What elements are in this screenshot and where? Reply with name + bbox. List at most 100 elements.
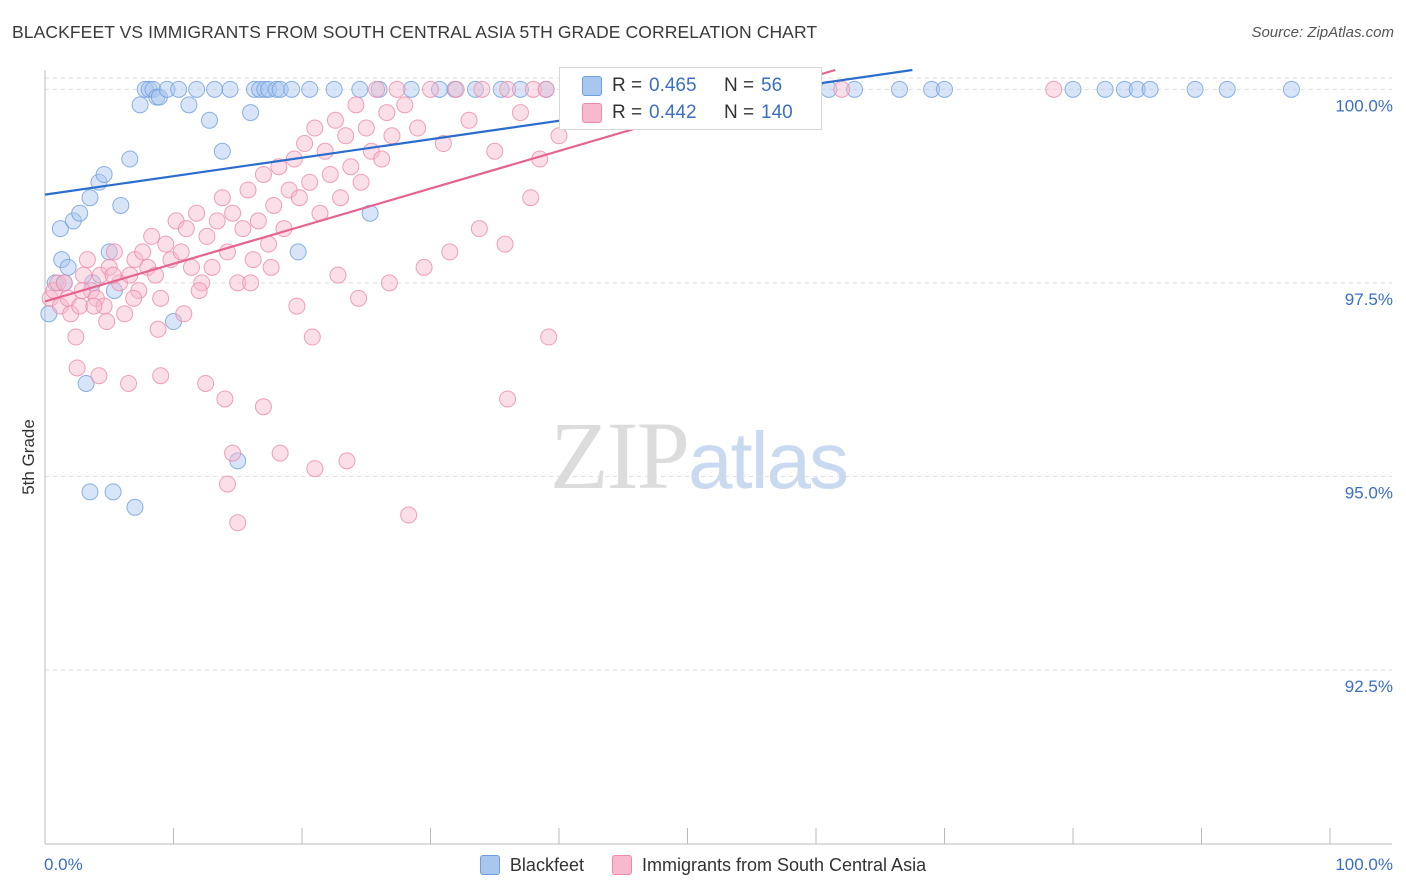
blackfeet-point bbox=[170, 80, 188, 98]
immigrants-point bbox=[98, 313, 116, 331]
blackfeet-point bbox=[242, 104, 260, 122]
immigrants-point bbox=[415, 258, 433, 276]
blackfeet-point bbox=[267, 80, 285, 98]
blackfeet-point bbox=[325, 80, 343, 98]
n-value: 140 bbox=[761, 102, 793, 123]
immigrants-point bbox=[329, 266, 347, 284]
immigrants-point bbox=[203, 258, 221, 276]
immigrants-point bbox=[116, 305, 134, 323]
immigrants-point bbox=[120, 374, 138, 392]
blackfeet-point bbox=[131, 96, 149, 114]
immigrants-point bbox=[134, 243, 152, 261]
immigrants-point bbox=[296, 135, 314, 153]
blackfeet-point bbox=[213, 142, 231, 160]
immigrants-point bbox=[270, 158, 288, 176]
immigrants-point bbox=[152, 289, 170, 307]
immigrants-point bbox=[1045, 80, 1063, 98]
immigrants-point bbox=[373, 150, 391, 168]
blackfeet-point bbox=[206, 80, 224, 98]
blackfeet-point bbox=[936, 80, 953, 98]
immigrants-point bbox=[224, 204, 242, 222]
r-label: R = bbox=[612, 75, 643, 96]
immigrants-point bbox=[125, 289, 143, 307]
immigrants-point bbox=[388, 80, 406, 98]
legend-item-blackfeet[interactable]: Blackfeet bbox=[479, 855, 584, 876]
blackfeet-point bbox=[846, 80, 864, 98]
immigrants-point bbox=[332, 189, 350, 207]
blackfeet-point bbox=[1128, 80, 1146, 98]
y-tick-label: 100.0% bbox=[1335, 96, 1393, 115]
immigrants-point bbox=[55, 274, 73, 292]
blackfeet-point bbox=[402, 80, 420, 98]
y-tick-label: 97.5% bbox=[1345, 290, 1393, 309]
immigrants-point bbox=[321, 165, 339, 183]
immigrants-point bbox=[833, 80, 851, 98]
immigrants-point bbox=[288, 297, 306, 315]
immigrants-point bbox=[216, 390, 234, 408]
immigrants-point bbox=[105, 243, 123, 261]
immigrants-point bbox=[239, 181, 257, 199]
immigrants-point bbox=[213, 189, 231, 207]
blackfeet-point bbox=[301, 80, 319, 98]
blackfeet-point bbox=[1141, 80, 1159, 98]
immigrants-point bbox=[383, 127, 401, 145]
immigrants-point bbox=[352, 173, 370, 191]
immigrants-point bbox=[271, 444, 289, 462]
immigrants-point bbox=[290, 189, 308, 207]
immigrants-point bbox=[157, 235, 175, 253]
immigrants-point bbox=[172, 243, 190, 261]
blackfeet-point bbox=[100, 243, 118, 261]
blackfeet-point bbox=[126, 498, 144, 516]
immigrants-point bbox=[380, 274, 398, 292]
immigrants-point bbox=[254, 398, 272, 416]
blackfeet-point bbox=[1218, 80, 1236, 98]
immigrants-point bbox=[342, 158, 360, 176]
blackfeet-point bbox=[71, 204, 89, 222]
immigrants-point bbox=[422, 80, 439, 98]
blackfeet-point bbox=[180, 96, 198, 114]
immigrants-point bbox=[350, 289, 368, 307]
blackfeet-point bbox=[351, 80, 369, 98]
immigrants-point bbox=[242, 274, 260, 292]
immigrants-point bbox=[182, 258, 200, 276]
immigrants-point bbox=[152, 367, 170, 385]
blackfeet-point bbox=[81, 483, 99, 501]
immigrants-point bbox=[378, 104, 396, 122]
immigrants-point bbox=[301, 173, 319, 191]
blackfeet-point bbox=[1115, 80, 1133, 98]
r-label: R = bbox=[612, 102, 643, 123]
immigrants-point bbox=[188, 204, 206, 222]
r-value: 0.465 bbox=[649, 75, 697, 96]
blackfeet-point bbox=[77, 374, 95, 392]
immigrants-point bbox=[347, 96, 365, 114]
immigrants-point bbox=[486, 142, 504, 160]
immigrants-point bbox=[244, 251, 262, 269]
blackfeet-point bbox=[430, 80, 448, 98]
immigrants-point bbox=[208, 212, 226, 230]
y-axis-label: 5th Grade bbox=[19, 419, 38, 495]
immigrants-point bbox=[306, 119, 324, 137]
n-label: N = bbox=[724, 75, 755, 96]
immigrants-point bbox=[499, 80, 517, 98]
n-label: N = bbox=[724, 102, 755, 123]
legend-item-immigrants[interactable]: Immigrants from South Central Asia bbox=[611, 854, 927, 876]
immigrants-swatch bbox=[582, 103, 602, 123]
blackfeet-point bbox=[1096, 80, 1114, 98]
immigrants-point bbox=[49, 274, 67, 292]
legend-label-immigrants: Immigrants from South Central Asia bbox=[641, 854, 927, 875]
immigrants-point bbox=[522, 189, 540, 207]
chart-title: BLACKFEET VS IMMIGRANTS FROM SOUTH CENTR… bbox=[12, 22, 818, 42]
immigrants-point bbox=[368, 80, 386, 98]
blackfeet-point bbox=[51, 220, 69, 238]
blackfeet-point bbox=[188, 80, 206, 98]
immigrants-point bbox=[326, 111, 344, 129]
immigrants-point bbox=[218, 475, 236, 493]
immigrants-point bbox=[357, 119, 375, 137]
immigrants-point bbox=[499, 390, 517, 408]
immigrants-point bbox=[71, 297, 89, 315]
immigrants-point bbox=[198, 227, 216, 245]
blackfeet-point bbox=[492, 80, 510, 98]
blackfeet-point bbox=[1186, 80, 1204, 98]
immigrants-point bbox=[90, 367, 108, 385]
source-label: Source: ZipAtlas.com bbox=[1251, 24, 1394, 41]
